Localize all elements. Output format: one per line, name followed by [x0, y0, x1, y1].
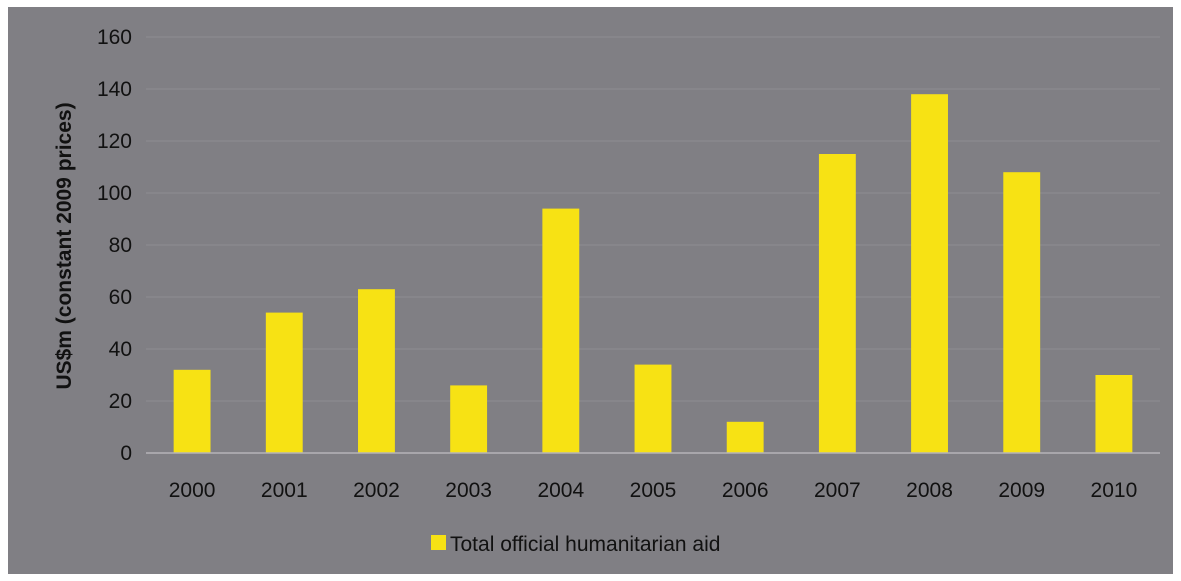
y-axis-ticks: 0 20 40 60 80 100 120 140 160 [97, 26, 132, 465]
x-tick-label-2005: 2005 [630, 479, 677, 502]
y-tick-label: 80 [109, 234, 132, 257]
bar-2004 [542, 208, 580, 453]
bar-2005 [634, 364, 672, 453]
bar-2006 [726, 421, 764, 453]
y-tick-label: 20 [109, 390, 132, 413]
x-tick-label-2000: 2000 [169, 479, 216, 502]
y-tick-label: 160 [97, 26, 132, 49]
x-tick-label-2002: 2002 [353, 479, 400, 502]
bar-2009 [1003, 172, 1041, 453]
bar-2007 [818, 154, 856, 453]
x-tick-label-2004: 2004 [537, 479, 584, 502]
y-tick-label: 120 [97, 130, 132, 153]
y-tick-label: 140 [97, 78, 132, 101]
y-tick-label: 0 [120, 442, 132, 465]
y-tick-label: 40 [109, 338, 132, 361]
chart-background [8, 7, 1173, 574]
x-tick-label-2010: 2010 [1091, 479, 1138, 502]
y-axis-label: US$m (constant 2009 prices) [53, 102, 76, 389]
y-tick-label: 60 [109, 286, 132, 309]
bar-2003 [450, 385, 488, 453]
bar-2002 [358, 289, 395, 453]
gridlines [146, 36, 1160, 402]
legend-swatch [431, 535, 446, 550]
bar-2001 [265, 312, 303, 453]
x-tick-label-2006: 2006 [722, 479, 769, 502]
bar-2000 [173, 369, 211, 453]
legend-label: Total official humanitarian aid [450, 533, 720, 556]
bar-2008 [911, 94, 948, 453]
x-tick-label-2003: 2003 [445, 479, 492, 502]
x-tick-label-2009: 2009 [998, 479, 1045, 502]
x-tick-label-2007: 2007 [814, 479, 861, 502]
bar-series [173, 94, 1133, 453]
x-axis-ticks: 2000 2001 2002 2003 2004 2005 2006 2007 2008 2009… [169, 479, 1138, 502]
legend: Total official humanitarian aid [431, 533, 720, 556]
y-tick-label: 100 [97, 182, 132, 205]
bar-2010 [1095, 375, 1133, 453]
x-tick-label-2008: 2008 [906, 479, 953, 502]
x-tick-label-2001: 2001 [261, 479, 308, 502]
